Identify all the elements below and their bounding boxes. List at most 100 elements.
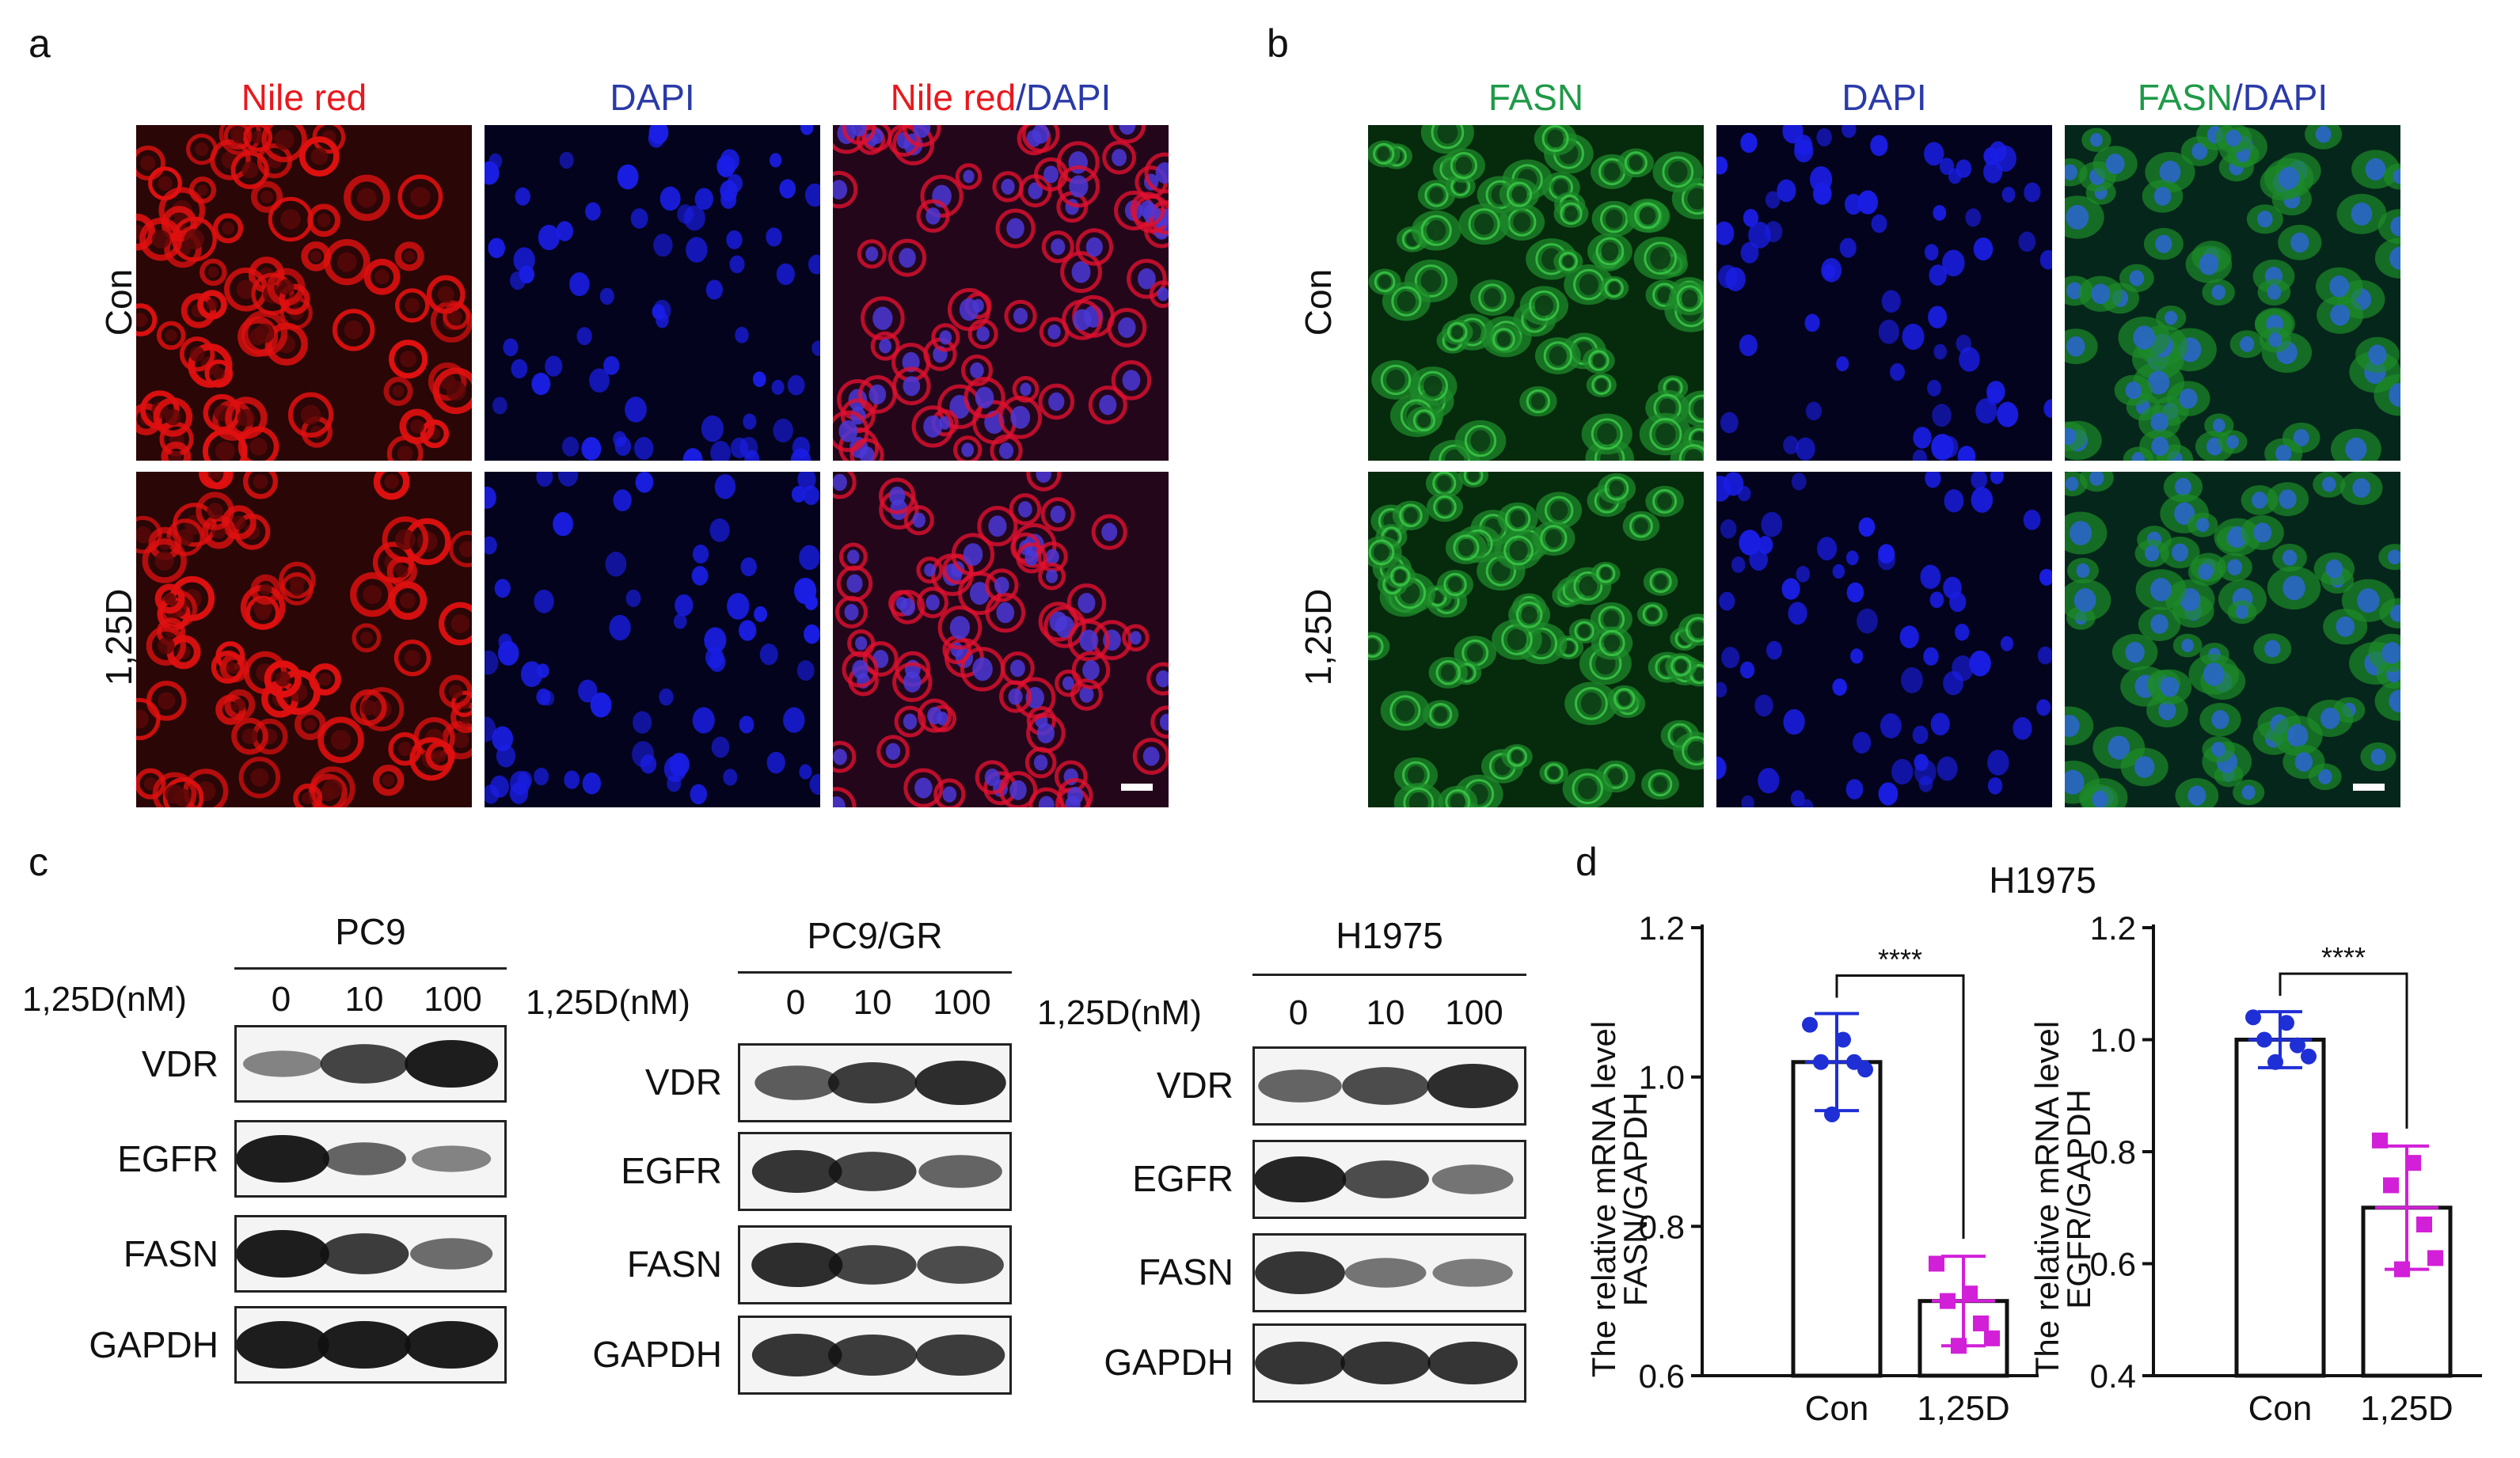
blot-band — [918, 1155, 1002, 1188]
data-point — [1857, 1061, 1873, 1078]
protein-label: FASN — [123, 1233, 219, 1274]
dose-value: 100 — [1445, 993, 1503, 1032]
blot-strip — [234, 1025, 507, 1103]
panel-b-micrograph — [2065, 125, 2400, 461]
dose-value: 10 — [1366, 993, 1405, 1032]
protein-label: GAPDH — [592, 1334, 722, 1375]
y-tick-label: 0.8 — [1639, 1208, 1685, 1245]
blot-band — [410, 1238, 493, 1270]
protein-label: EGFR — [117, 1138, 219, 1179]
blot-band — [320, 1044, 409, 1084]
data-point — [2416, 1216, 2432, 1232]
data-point — [2394, 1261, 2410, 1278]
blot-strip — [738, 1043, 1012, 1122]
significance-bracket — [2279, 972, 2408, 1129]
data-point — [2301, 1048, 2317, 1065]
blot-title-underline — [234, 967, 507, 970]
blot-band — [319, 1233, 409, 1274]
blot-title-underline — [1252, 974, 1526, 976]
blot-band — [1427, 1063, 1518, 1109]
significance-label: **** — [1878, 943, 1922, 975]
protein-label: EGFR — [621, 1150, 722, 1191]
protein-label: VDR — [141, 1043, 219, 1084]
blot-band — [754, 1065, 840, 1100]
blot-title-underline — [738, 971, 1012, 974]
y-axis-label: FASN/GAPDH — [1617, 1092, 1654, 1307]
blot-band — [827, 1335, 918, 1376]
panel-b-micrograph — [1716, 125, 2052, 461]
protein-label: FASN — [1138, 1251, 1233, 1293]
data-point — [2279, 1015, 2294, 1031]
x-category-label: 1,25D — [1917, 1389, 2009, 1428]
panel-a-column-header-part: Nile red — [890, 77, 1017, 118]
protein-label: FASN — [626, 1243, 722, 1285]
blot-strip — [1252, 1046, 1526, 1126]
data-point — [1813, 1054, 1829, 1070]
dose-value: 0 — [1288, 993, 1309, 1032]
panel-b-row-label-con: Con — [1298, 268, 1339, 336]
panel-a-row-label-con: Con — [98, 268, 139, 336]
blot-band — [317, 1320, 412, 1369]
blot-band — [1342, 1160, 1429, 1198]
blot-band — [917, 1246, 1004, 1284]
dose-label: 1,25D(nM) — [1037, 993, 1202, 1032]
protein-label: VDR — [1156, 1065, 1233, 1106]
panel-letter-c: c — [29, 840, 48, 884]
data-point — [2427, 1250, 2443, 1266]
panel-letter-d: d — [1575, 840, 1598, 884]
x-category-label: 1,25D — [2360, 1389, 2453, 1428]
blot-band — [1342, 1067, 1429, 1105]
panel-a-row-label-125d: 1,25D — [98, 588, 139, 686]
protein-label: GAPDH — [89, 1324, 219, 1365]
data-point — [2256, 1031, 2272, 1048]
panel-b-micrograph — [1716, 472, 2052, 807]
dose-value: 0 — [785, 983, 806, 1022]
dose-value: 100 — [933, 983, 991, 1022]
protein-label: VDR — [644, 1061, 722, 1103]
scale-bar — [1121, 784, 1153, 791]
data-point — [1824, 1106, 1840, 1122]
panel-a-micrograph — [485, 472, 820, 807]
blot-strip — [234, 1215, 507, 1293]
dose-value: 10 — [853, 983, 892, 1022]
blot-band — [237, 1229, 329, 1278]
protein-label: EGFR — [1132, 1158, 1233, 1199]
blot-band — [915, 1335, 1005, 1376]
blot-band — [1255, 1251, 1345, 1294]
y-axis-label: EGFR/GAPDH — [2060, 1089, 2097, 1309]
bar — [1791, 1060, 1883, 1378]
blot-band — [751, 1334, 842, 1376]
panel-a-column-header-part: / — [1016, 77, 1026, 118]
blot-band — [237, 1134, 329, 1183]
blot-strip — [1252, 1323, 1526, 1403]
blot-band — [827, 1062, 918, 1103]
blot-band — [751, 1150, 842, 1193]
panel-b-micrograph — [1368, 125, 1704, 461]
data-point — [1846, 1054, 1862, 1070]
bar — [1918, 1299, 2009, 1378]
panel-a-column-header-part: Nile red — [241, 77, 367, 118]
data-point — [1951, 1338, 1967, 1354]
blot-band — [828, 1245, 917, 1285]
y-tick-label: 1.2 — [1639, 909, 1685, 947]
panel-b-column-header-part: DAPI — [2242, 77, 2328, 118]
blot-band — [1344, 1258, 1427, 1288]
blot-band — [242, 1050, 322, 1077]
x-category-label: Con — [2248, 1389, 2313, 1428]
y-tick-label: 0.4 — [2090, 1357, 2136, 1395]
panel-a-micrograph — [485, 125, 820, 461]
panel-b-column-header: DAPI — [1716, 76, 2052, 119]
blot-strip — [738, 1132, 1012, 1211]
panel-a-column-header: DAPI — [485, 76, 820, 119]
y-tick-label: 1.2 — [2090, 909, 2136, 947]
blot-band — [322, 1142, 406, 1175]
blot-strip — [234, 1120, 507, 1198]
data-point — [1940, 1293, 1956, 1309]
data-point — [1802, 1016, 1818, 1033]
panel-b-micrograph — [2065, 472, 2400, 807]
panel-d-title: H1975 — [1989, 860, 2096, 901]
blot-band — [828, 1152, 917, 1191]
panel-b-column-header-part: / — [2233, 77, 2243, 118]
blot-band — [405, 1320, 499, 1369]
panel-a-micrograph — [833, 125, 1169, 461]
